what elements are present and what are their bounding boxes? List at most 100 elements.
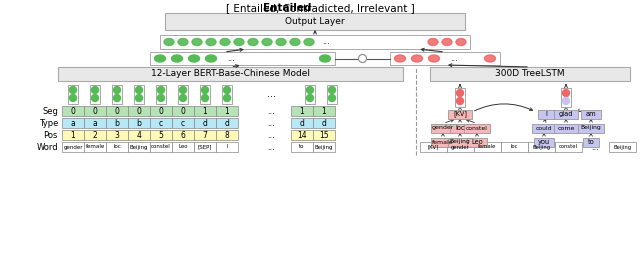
Text: Beijing: Beijing [532, 145, 550, 150]
FancyBboxPatch shape [528, 142, 555, 152]
Ellipse shape [262, 39, 272, 45]
FancyBboxPatch shape [216, 118, 238, 128]
Text: 4: 4 [136, 130, 141, 140]
Text: 0: 0 [159, 106, 163, 116]
FancyBboxPatch shape [216, 142, 238, 152]
Text: female: female [85, 145, 104, 150]
Text: could: could [536, 125, 552, 130]
FancyBboxPatch shape [200, 84, 210, 104]
Circle shape [136, 94, 143, 101]
Text: constel: constel [151, 145, 171, 150]
FancyBboxPatch shape [464, 124, 490, 132]
Text: 1: 1 [300, 106, 305, 116]
Circle shape [307, 94, 314, 101]
Text: glad: glad [559, 111, 573, 117]
Text: d: d [300, 119, 305, 127]
Circle shape [202, 94, 209, 101]
Ellipse shape [290, 39, 300, 45]
Ellipse shape [248, 39, 258, 45]
FancyBboxPatch shape [313, 106, 335, 116]
Text: Output Layer: Output Layer [285, 17, 345, 26]
Circle shape [179, 94, 186, 101]
Text: ...: ... [227, 54, 235, 63]
Text: gender: gender [63, 145, 83, 150]
Text: 15: 15 [319, 130, 329, 140]
Text: a: a [93, 119, 97, 127]
FancyBboxPatch shape [58, 67, 403, 81]
Circle shape [202, 86, 209, 94]
Circle shape [179, 86, 186, 94]
FancyBboxPatch shape [62, 118, 84, 128]
Text: Leo: Leo [471, 139, 483, 145]
Text: Word: Word [36, 142, 58, 152]
Text: female: female [478, 145, 497, 150]
Text: 0: 0 [115, 106, 120, 116]
Text: you: you [538, 139, 550, 145]
Ellipse shape [172, 55, 182, 62]
Text: to: to [588, 139, 595, 145]
FancyBboxPatch shape [106, 142, 128, 152]
Text: [ Entailed, Contradicted, Irrelevant ]: [ Entailed, Contradicted, Irrelevant ] [226, 3, 414, 13]
FancyBboxPatch shape [165, 13, 465, 30]
Text: d: d [225, 119, 229, 127]
Circle shape [563, 98, 570, 104]
Text: Type: Type [38, 119, 58, 127]
FancyBboxPatch shape [194, 142, 216, 152]
FancyBboxPatch shape [447, 142, 474, 152]
Ellipse shape [429, 55, 440, 62]
Text: I: I [545, 111, 547, 117]
FancyBboxPatch shape [216, 106, 238, 116]
Text: ...: ... [267, 130, 275, 140]
Text: loc: loc [455, 125, 465, 131]
Ellipse shape [276, 39, 286, 45]
Text: d: d [321, 119, 326, 127]
FancyBboxPatch shape [106, 118, 128, 128]
Text: ...: ... [322, 37, 330, 47]
FancyBboxPatch shape [313, 118, 335, 128]
Ellipse shape [189, 55, 200, 62]
Ellipse shape [394, 55, 406, 62]
FancyBboxPatch shape [313, 142, 335, 152]
FancyBboxPatch shape [172, 130, 194, 140]
FancyBboxPatch shape [581, 109, 601, 119]
FancyBboxPatch shape [150, 52, 335, 65]
FancyBboxPatch shape [128, 118, 150, 128]
FancyBboxPatch shape [291, 106, 313, 116]
Text: constel: constel [559, 145, 578, 150]
FancyBboxPatch shape [554, 109, 578, 119]
FancyBboxPatch shape [194, 130, 216, 140]
Text: 0: 0 [136, 106, 141, 116]
FancyBboxPatch shape [150, 130, 172, 140]
Ellipse shape [206, 39, 216, 45]
Text: Leo: Leo [178, 145, 188, 150]
FancyBboxPatch shape [62, 142, 84, 152]
Text: 5: 5 [159, 130, 163, 140]
Ellipse shape [154, 55, 166, 62]
Text: ...: ... [267, 142, 275, 152]
Text: Beijing: Beijing [130, 145, 148, 150]
Circle shape [328, 94, 335, 101]
Text: ...: ... [266, 89, 275, 99]
FancyBboxPatch shape [291, 142, 313, 152]
Text: Beijing: Beijing [580, 125, 602, 130]
Text: [KV]: [KV] [453, 111, 467, 117]
Text: gender: gender [451, 145, 470, 150]
FancyBboxPatch shape [128, 130, 150, 140]
FancyBboxPatch shape [561, 88, 571, 106]
Text: 14: 14 [297, 130, 307, 140]
Ellipse shape [484, 55, 495, 62]
Text: 1: 1 [203, 106, 207, 116]
Text: female: female [432, 140, 454, 145]
Text: 0: 0 [180, 106, 186, 116]
Text: 12-Layer BERT-Base-Chinese Model: 12-Layer BERT-Base-Chinese Model [151, 70, 310, 78]
FancyBboxPatch shape [156, 84, 166, 104]
Circle shape [92, 86, 99, 94]
Text: ...: ... [267, 107, 275, 117]
FancyBboxPatch shape [150, 106, 172, 116]
Circle shape [456, 98, 463, 104]
FancyBboxPatch shape [578, 124, 604, 132]
Text: [KV]: [KV] [428, 145, 439, 150]
FancyBboxPatch shape [112, 84, 122, 104]
FancyBboxPatch shape [84, 118, 106, 128]
FancyBboxPatch shape [194, 118, 216, 128]
